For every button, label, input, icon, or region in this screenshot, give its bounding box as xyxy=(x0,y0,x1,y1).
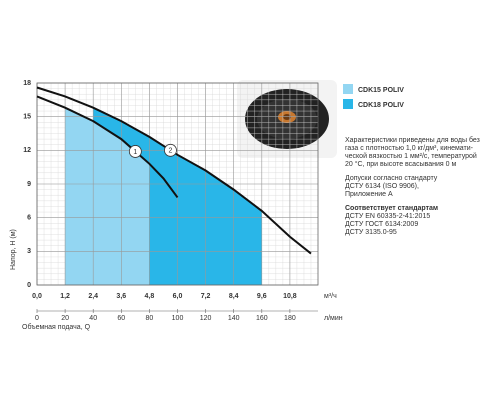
legend-label: CDK18 POLIV xyxy=(358,102,404,109)
impeller-hole xyxy=(283,114,291,120)
x2-tick-label: 60 xyxy=(117,315,125,322)
curve-label-badge xyxy=(164,143,177,157)
x2-tick-label: 0 xyxy=(35,315,39,322)
note-line: ческой вязкостью 1 мм²/с, температурой xyxy=(345,152,477,160)
note-line: Приложение А xyxy=(345,191,393,198)
x2-tick-label: 120 xyxy=(200,315,212,322)
x2-tick-label: 20 xyxy=(61,315,69,322)
legend-label: CDK15 POLIV xyxy=(358,87,404,94)
x2-tick-label: 180 xyxy=(284,315,296,322)
notes: Характеристики приведены для воды безгаз… xyxy=(345,136,480,236)
x-tick-label: 9,6 xyxy=(257,293,267,300)
curve-label: 2 xyxy=(169,148,173,155)
plot-frame xyxy=(36,82,319,286)
x2-tick-label: 80 xyxy=(146,315,154,322)
x2-unit: л/мин xyxy=(324,315,343,322)
note-line: 20 °C, при высоте всасывания 0 м xyxy=(345,160,456,168)
legend-swatch xyxy=(343,99,353,109)
x-tick-label: 7,2 xyxy=(201,293,211,300)
note-line: ДСТУ 6134 (ISO 9906), xyxy=(345,183,419,190)
curve-label: 1 xyxy=(133,149,137,156)
note-line: газа с плотностью 1,0 кг/дм³, кинемати- xyxy=(345,145,474,152)
x-tick-label: 4,8 xyxy=(145,293,155,300)
note-line: ДСТУ ГОСТ 6134:2009 xyxy=(345,221,418,228)
y-axis-label: Напор, H (м) xyxy=(10,229,17,270)
y-tick-label: 6 xyxy=(27,215,31,222)
x-unit: м³/ч xyxy=(324,293,337,300)
note-line: ДСТУ 3135.0-95 xyxy=(345,229,397,236)
x-tick-label: 0,0 xyxy=(32,293,42,300)
area xyxy=(65,107,150,285)
x2-tick-label: 160 xyxy=(256,315,268,322)
y-tick-label: 0 xyxy=(27,282,31,289)
x-tick-label: 6,0 xyxy=(173,293,183,300)
curve-label-badge xyxy=(128,145,142,158)
x-tick-label: 1,2 xyxy=(60,293,70,300)
curve xyxy=(36,95,179,199)
x-tick-label: 10,8 xyxy=(283,293,297,300)
x-tick-label: 2,4 xyxy=(88,293,98,300)
y-tick-label: 15 xyxy=(23,114,31,121)
x2-tick-label: 100 xyxy=(172,315,184,322)
note-line: Допуски согласно стандарту xyxy=(345,175,438,182)
note-line: ДСТУ EN 60335-2-41:2015 xyxy=(345,213,430,220)
x2-tick-label: 40 xyxy=(89,315,97,322)
y-tick-label: 12 xyxy=(23,147,31,154)
x2-tick-label: 140 xyxy=(228,315,240,322)
note-heading: Соответствует стандартам xyxy=(345,205,438,212)
legend-swatch xyxy=(343,84,353,94)
y-tick-label: 18 xyxy=(23,80,31,87)
x-axis-label: Объемная подача, Q xyxy=(22,323,91,331)
x-tick-label: 8,4 xyxy=(229,293,239,300)
x-tick-label: 3,6 xyxy=(116,293,126,300)
y-tick-label: 3 xyxy=(27,248,31,255)
note-line: Характеристики приведены для воды без xyxy=(345,136,480,144)
y-tick-label: 9 xyxy=(27,181,31,188)
